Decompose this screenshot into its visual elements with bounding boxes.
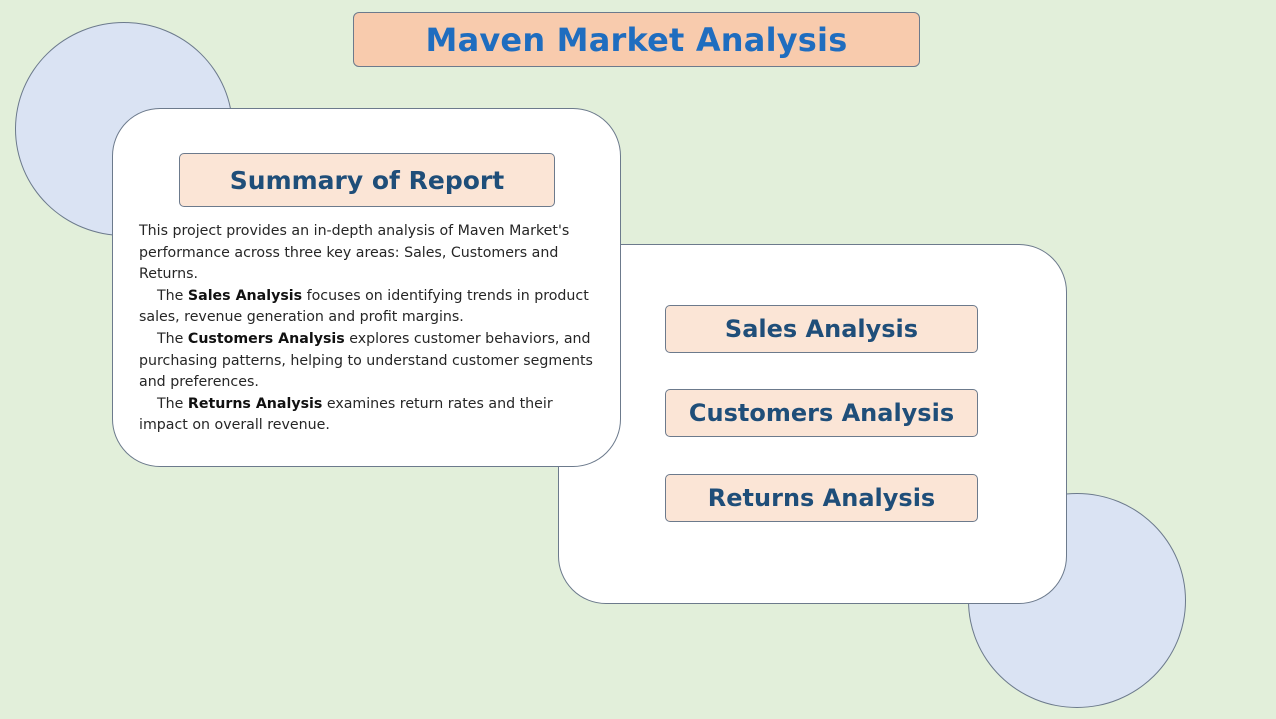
summary-heading-box: Summary of Report <box>179 153 555 207</box>
summary-customers-prefix: The <box>157 330 188 347</box>
summary-returns-prefix: The <box>157 395 188 412</box>
summary-body: This project provides an in-depth analys… <box>139 221 599 437</box>
summary-customers-rest: explores customer behaviors, and purchas… <box>139 330 593 391</box>
sales-analysis-button[interactable]: Sales Analysis <box>665 305 978 353</box>
page-title-banner: Maven Market Analysis <box>353 12 920 67</box>
summary-card: Summary of Report This project provides … <box>112 108 621 467</box>
page-title: Maven Market Analysis <box>425 20 848 59</box>
summary-returns-bold: Returns Analysis <box>187 395 323 412</box>
summary-sales-rest: focuses on identifying trends in product… <box>139 287 589 326</box>
summary-sales-bold: Sales Analysis <box>187 287 303 304</box>
returns-analysis-label: Returns Analysis <box>707 484 936 512</box>
summary-heading: Summary of Report <box>229 165 505 195</box>
customers-analysis-label: Customers Analysis <box>688 399 955 427</box>
returns-analysis-button[interactable]: Returns Analysis <box>665 474 978 522</box>
summary-sales-prefix: The <box>157 287 188 304</box>
summary-returns-paragraph: The Returns Analysis examines return rat… <box>139 394 599 437</box>
summary-customers-paragraph: The Customers Analysis explores customer… <box>139 329 599 394</box>
summary-customers-bold: Customers Analysis <box>187 330 345 347</box>
sales-analysis-label: Sales Analysis <box>724 315 919 343</box>
navigation-card: Sales Analysis Customers Analysis Return… <box>558 244 1067 604</box>
customers-analysis-button[interactable]: Customers Analysis <box>665 389 978 437</box>
summary-sales-paragraph: The Sales Analysis focuses on identifyin… <box>139 286 599 329</box>
summary-intro: This project provides an in-depth analys… <box>139 223 570 283</box>
summary-returns-rest: examines return rates and their impact o… <box>139 395 553 434</box>
